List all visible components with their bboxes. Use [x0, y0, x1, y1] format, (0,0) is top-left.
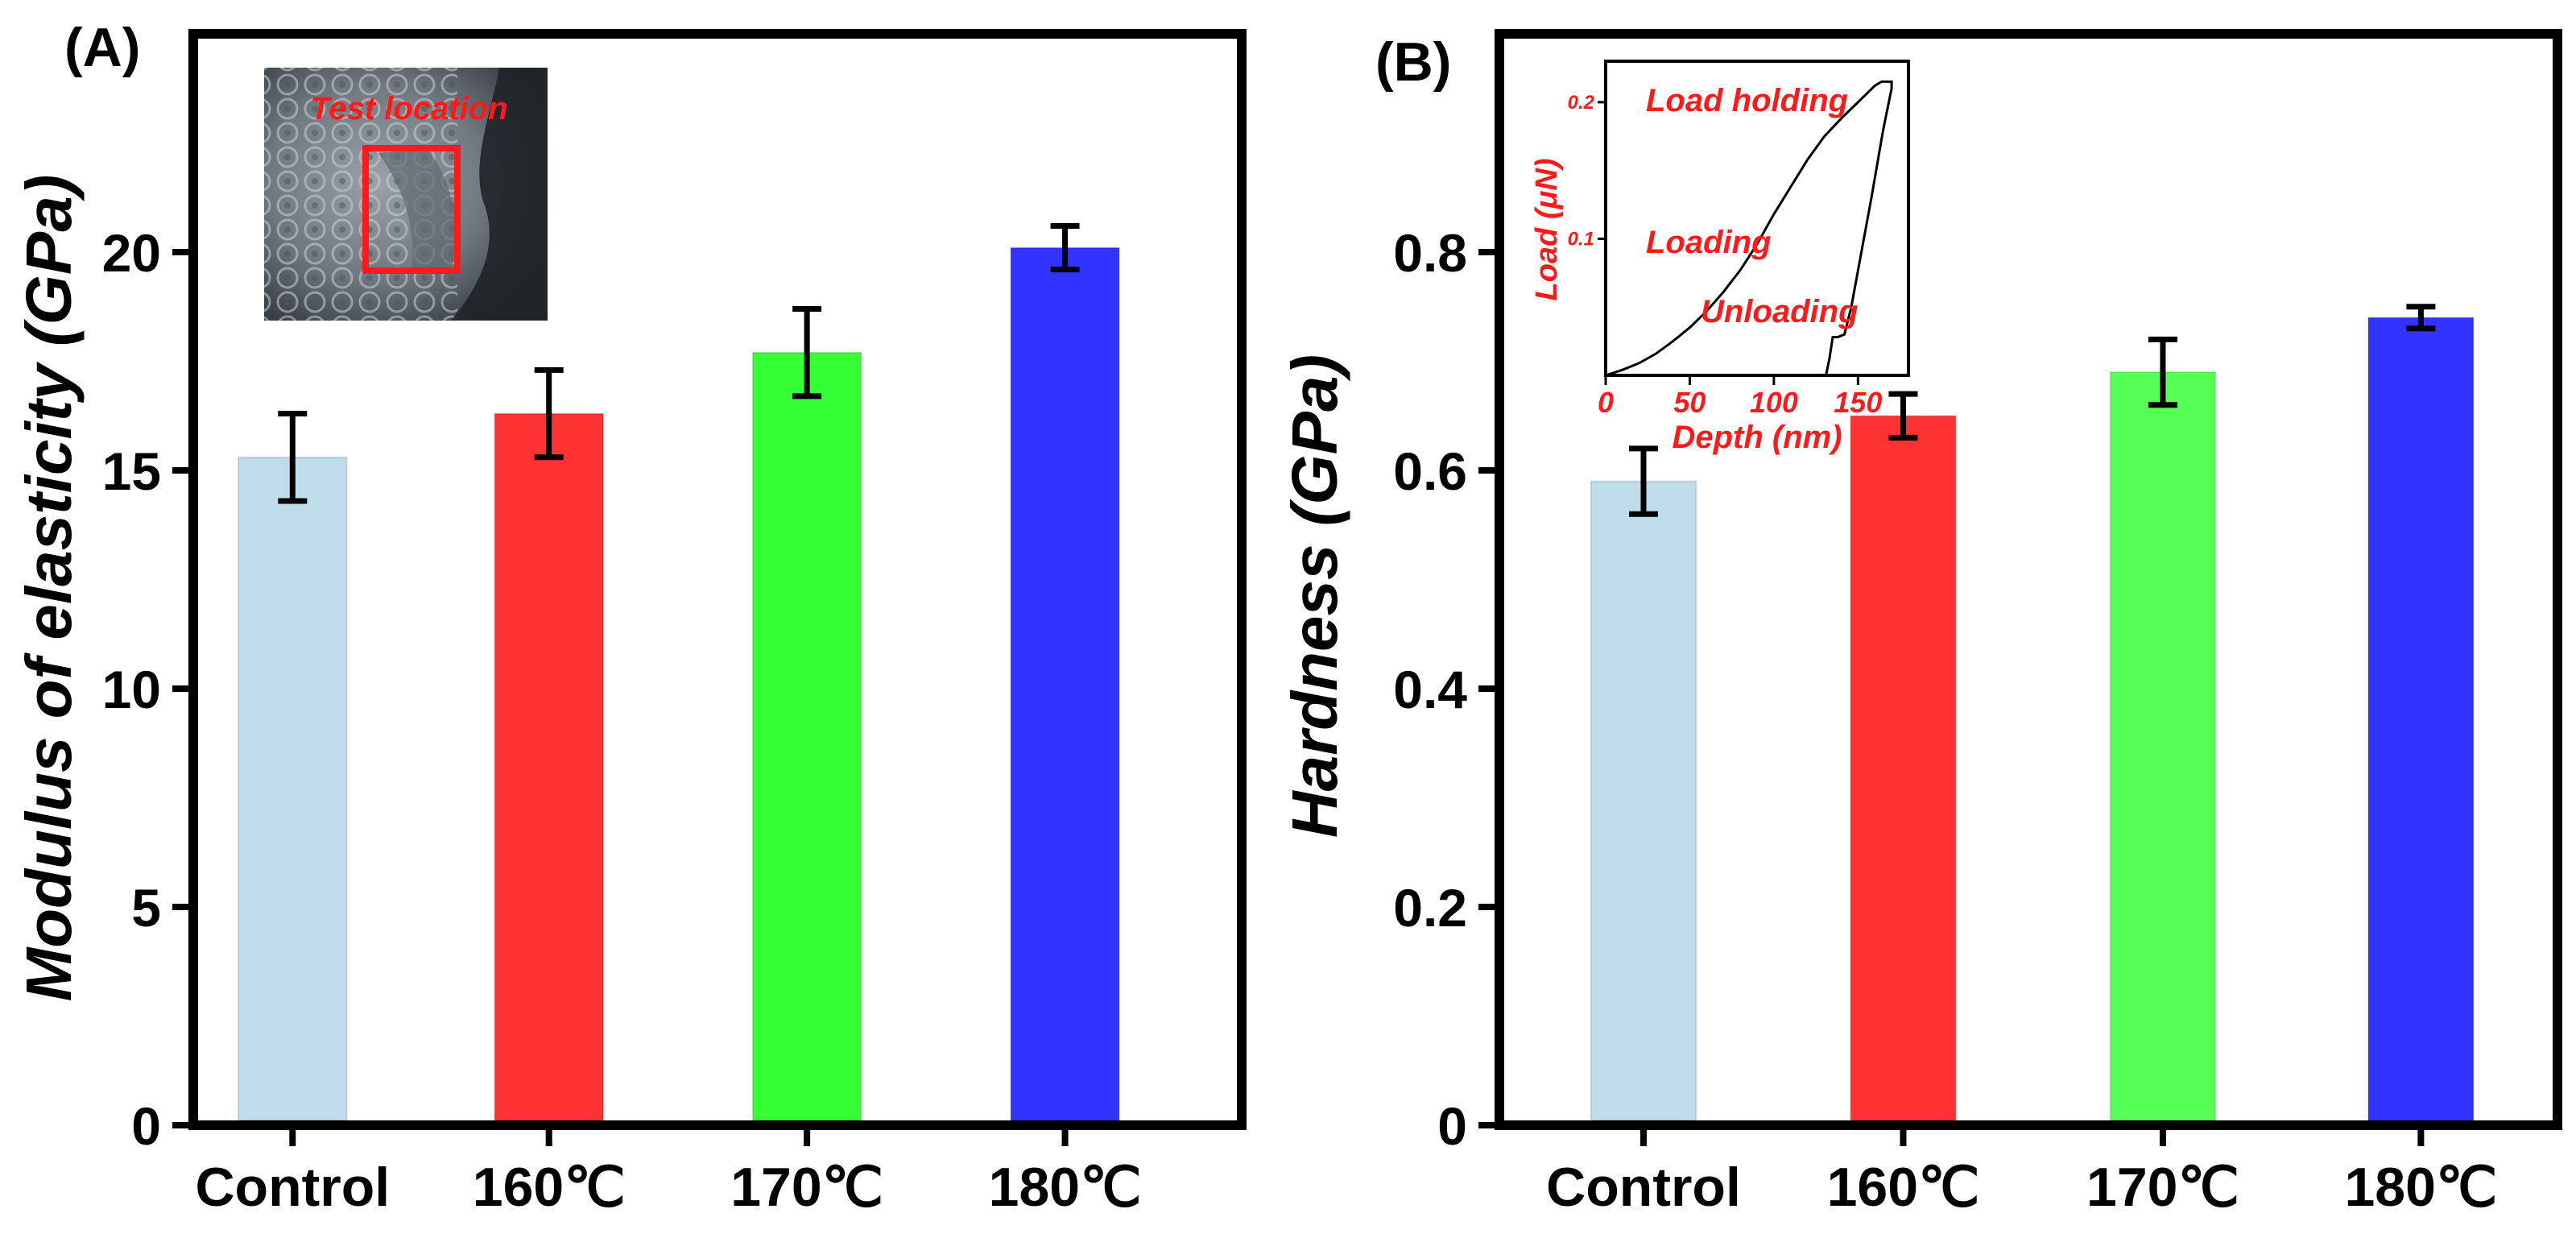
- y-tick-label: 0.4: [1393, 660, 1467, 719]
- panel-a: (A) Modulus of elasticity (GPa) 0 5 10 15 20…: [13, 17, 1247, 1218]
- micrograph-dark-region: [451, 68, 548, 321]
- inset-x-tick-label: 100: [1750, 386, 1798, 419]
- test-location-caption: Test location: [310, 91, 507, 126]
- inset-x-tick-label: 150: [1834, 386, 1882, 419]
- y-tick-label: 0: [131, 1096, 161, 1156]
- y-tick-label: 15: [102, 441, 161, 501]
- bar-1: [1850, 415, 1957, 1121]
- annotation-load-holding: Load holding: [1646, 83, 1848, 118]
- bar-2: [2109, 371, 2217, 1121]
- panel-a-error-bars: [278, 222, 1080, 504]
- bar-0: [1590, 480, 1697, 1121]
- y-tick-label: 0.6: [1393, 441, 1467, 501]
- x-tick-label-0: Control: [195, 1157, 390, 1218]
- y-tick-label: 10: [102, 660, 161, 719]
- inset-ylabel: Load (μN): [1530, 159, 1564, 301]
- bar-1: [494, 412, 605, 1121]
- inset-y-tick-label: 0.1: [1568, 228, 1594, 250]
- panel-a-label: (A): [64, 17, 140, 78]
- inset-frame: [1604, 60, 1910, 377]
- panel-b-error-bars: [1629, 304, 2436, 517]
- panel-a-y-axis: 0 5 10 15 20: [102, 223, 193, 1156]
- panel-b: (B) Hardness (GPa) 0 0.2 0.4 0.6 0.8 Control…: [1279, 29, 2562, 1218]
- panel-b-frame: [1495, 29, 2562, 1130]
- inset-axes: 0 50 100 150 0.1 0.2: [1568, 92, 1883, 419]
- y-tick-label: 20: [102, 223, 161, 283]
- y-tick-label: 0.2: [1393, 878, 1467, 938]
- x-tick-label-3: 180℃: [989, 1157, 1142, 1218]
- inset-y-tick-label: 0.2: [1568, 92, 1595, 114]
- inset-x-tick-label: 50: [1673, 386, 1706, 419]
- y-tick-label: 0.8: [1393, 223, 1467, 283]
- x-tick-label-2: 170℃: [2086, 1157, 2239, 1218]
- x-tick-label-2: 170℃: [730, 1157, 883, 1218]
- panel-a-x-axis: Control 160℃ 170℃ 180℃: [195, 1125, 1141, 1218]
- bar-0: [237, 456, 348, 1121]
- x-tick-label-3: 180℃: [2344, 1157, 2497, 1218]
- bar-3: [2367, 317, 2475, 1121]
- inset-background: [1606, 61, 1908, 375]
- panel-a-frame: [188, 29, 1247, 1130]
- x-tick-label-0: Control: [1546, 1157, 1741, 1218]
- annotation-loading: Loading: [1646, 225, 1772, 260]
- test-location-marker: [362, 145, 461, 274]
- panel-a-ylabel: Modulus of elasticity (GPa): [13, 175, 85, 1002]
- x-tick-label-1: 160℃: [1827, 1157, 1980, 1218]
- bar-3: [1010, 246, 1120, 1122]
- load-depth-curve: [1605, 80, 1893, 377]
- y-tick-label: 5: [131, 878, 161, 938]
- test-location-inset: Test location: [264, 68, 548, 321]
- load-depth-inset: 0 50 100 150 0.1 0.2 Load (μN) Depth (nm) Loa…: [1530, 60, 1910, 455]
- panel-b-x-axis: Control 160℃ 170℃ 180℃: [1546, 1125, 2497, 1218]
- bar-2: [751, 351, 862, 1122]
- panel-b-y-axis: 0 0.2 0.4 0.6 0.8: [1393, 223, 1499, 1156]
- panel-b-bars: [1590, 317, 2475, 1121]
- panel-b-ylabel: Hardness (GPa): [1279, 354, 1350, 838]
- panel-b-label: (B): [1375, 31, 1451, 93]
- panel-a-bars: [237, 246, 1120, 1122]
- x-tick-label-1: 160℃: [473, 1157, 626, 1218]
- inset-xlabel: Depth (nm): [1672, 420, 1842, 455]
- annotation-unloading: Unloading: [1701, 294, 1859, 329]
- micrograph-fiber-region: [378, 149, 456, 274]
- inset-x-tick-label: 0: [1598, 386, 1614, 419]
- y-tick-label: 0: [1437, 1096, 1467, 1156]
